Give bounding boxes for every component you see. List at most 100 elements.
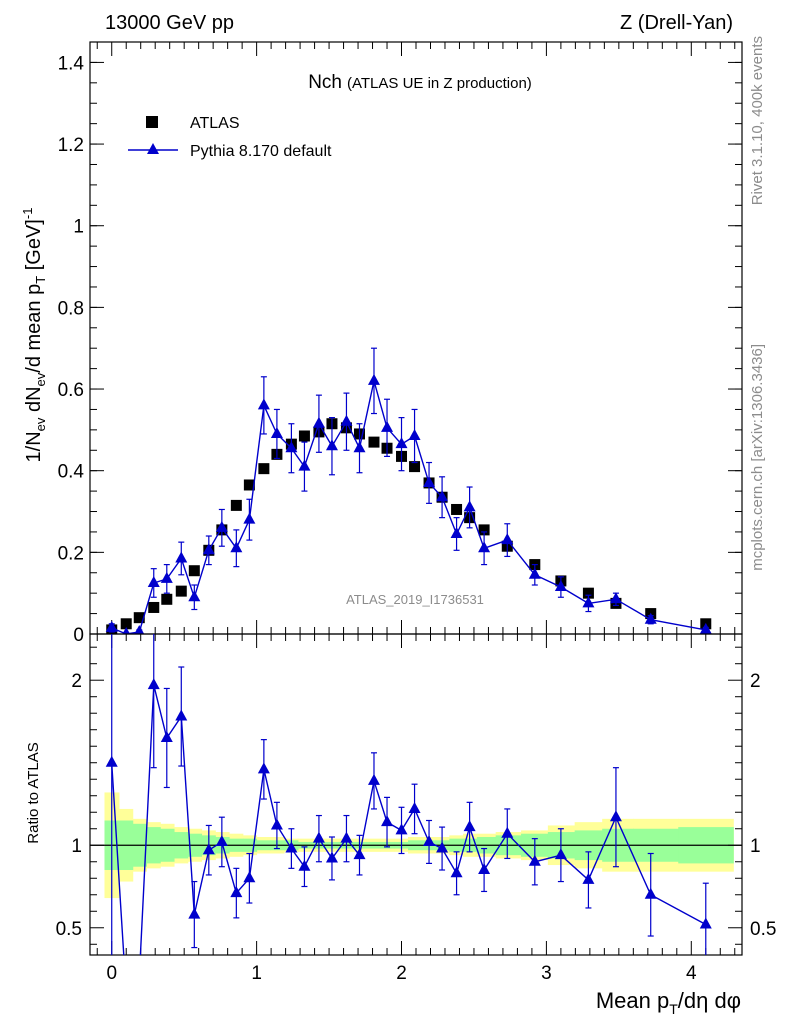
ratio-point xyxy=(285,841,298,853)
pythia-point xyxy=(353,441,366,453)
mcplots-label: mcplots.cern.ch [arXiv:1306.3436] xyxy=(749,344,766,571)
ratio-point xyxy=(395,823,408,835)
ratio-point xyxy=(367,773,380,785)
ratio-point xyxy=(528,854,541,866)
main-ytick-label: 1.2 xyxy=(58,135,84,156)
ratio-point xyxy=(147,678,160,690)
ratio-series xyxy=(105,634,712,981)
atlas-data-point xyxy=(368,436,380,448)
ratio-point xyxy=(644,887,657,899)
main-plot-area: 0 0.2 0.4 0.6 0.8 1 1.2 1.4 xyxy=(58,41,743,646)
analysis-watermark: ATLAS_2019_I1736531 xyxy=(346,592,484,607)
ratio-point xyxy=(160,730,173,742)
legend-data-marker xyxy=(146,116,158,128)
legend-mc-label: Pythia 8.170 default xyxy=(190,143,332,160)
ratio-point xyxy=(582,872,595,884)
pythia-point xyxy=(188,590,201,602)
ratio-point xyxy=(175,709,188,721)
header-right: Z (Drell-Yan) xyxy=(620,12,733,34)
main-frame xyxy=(89,41,743,635)
pythia-point xyxy=(298,459,311,471)
atlas-data-point xyxy=(258,463,270,475)
atlas-data-point xyxy=(188,565,200,577)
pythia-point xyxy=(395,437,408,449)
atlas-data-point xyxy=(243,479,255,491)
x-tick-label: 1 xyxy=(251,963,262,984)
ratio-y-axis-title: Ratio to ATLAS xyxy=(25,742,42,843)
legend-mc-marker xyxy=(147,143,159,154)
atlas-data-point xyxy=(451,503,463,515)
ratio-ytick-label-right: 1 xyxy=(750,836,761,857)
ratio-point xyxy=(501,826,514,838)
pythia-point xyxy=(122,627,131,634)
pythia-point xyxy=(340,414,353,426)
ratio-frame xyxy=(89,633,743,956)
plot-title-sub: (ATLAS UE in Z production) xyxy=(347,75,532,92)
header-left: 13000 GeV pp xyxy=(105,12,234,34)
ratio-point xyxy=(463,820,476,832)
main-ytick-label: 0.6 xyxy=(58,380,84,401)
pythia-point xyxy=(463,500,476,512)
ratio-point xyxy=(609,810,622,822)
ratio-point xyxy=(257,762,270,774)
pythia-point xyxy=(408,428,421,440)
legend-data-label: ATLAS xyxy=(190,115,240,132)
ratio-point xyxy=(423,834,436,846)
ratio-point xyxy=(478,863,491,875)
pythia-point xyxy=(478,541,491,553)
plot-title-main: Nch xyxy=(308,72,342,93)
ratio-point xyxy=(353,848,366,860)
ratio-point xyxy=(325,851,338,863)
pythia-point xyxy=(105,620,118,632)
ratio-ytick-label: 0.5 xyxy=(56,919,82,940)
ratio-point xyxy=(202,843,215,855)
main-ytick-label: 0.8 xyxy=(58,298,84,319)
main-ytick-label: 0 xyxy=(73,625,84,646)
main-ytick-label: 0.4 xyxy=(58,462,85,483)
ratio-point xyxy=(243,871,256,883)
atlas-data-point xyxy=(230,499,242,511)
pythia-point xyxy=(270,426,283,438)
atlas-data-point xyxy=(120,618,132,630)
pythia-point xyxy=(554,580,567,592)
pythia-point xyxy=(609,592,622,604)
atlas-data-point xyxy=(161,593,173,605)
pythia-series xyxy=(105,347,712,634)
atlas-data-point xyxy=(582,587,594,599)
ratio-point xyxy=(270,818,283,830)
atlas-data-point xyxy=(409,461,421,473)
pythia-point xyxy=(215,520,228,532)
ratio-point xyxy=(408,801,421,813)
pythia-point xyxy=(257,398,270,410)
ratio-point xyxy=(230,886,243,898)
pythia-point xyxy=(423,475,436,487)
ratio-ytick-label-right: 2 xyxy=(750,671,761,692)
ratio-point xyxy=(340,831,353,843)
pythia-point xyxy=(160,571,173,583)
main-ytick-label: 1 xyxy=(73,217,84,238)
ratio-point xyxy=(436,841,449,853)
pythia-point xyxy=(699,622,712,634)
atlas-data-point xyxy=(298,430,310,442)
pythia-point xyxy=(528,567,541,579)
x-tick-label: 2 xyxy=(396,963,407,984)
ratio-point xyxy=(188,907,201,919)
main-ytick-label: 0.2 xyxy=(58,543,84,564)
ratio-ytick-label-right: 0.5 xyxy=(750,919,776,940)
ratio-point xyxy=(133,970,145,981)
pythia-point xyxy=(312,416,325,428)
atlas-data-point xyxy=(148,601,160,613)
pythia-point xyxy=(147,575,160,587)
pythia-point xyxy=(381,420,394,432)
pythia-point xyxy=(243,512,256,524)
plot-title: Nch (ATLAS UE in Z production) xyxy=(308,72,532,93)
ratio-point xyxy=(450,866,463,878)
ratio-point xyxy=(215,834,228,846)
ratio-point xyxy=(381,815,394,827)
rivet-label: Rivet 3.1.10, 400k events xyxy=(749,36,766,205)
ratio-point xyxy=(105,755,118,767)
x-axis-title: Mean pT/dη dφ xyxy=(596,988,741,1017)
pythia-point xyxy=(450,526,463,538)
main-ytick-label: 1.4 xyxy=(58,53,85,74)
